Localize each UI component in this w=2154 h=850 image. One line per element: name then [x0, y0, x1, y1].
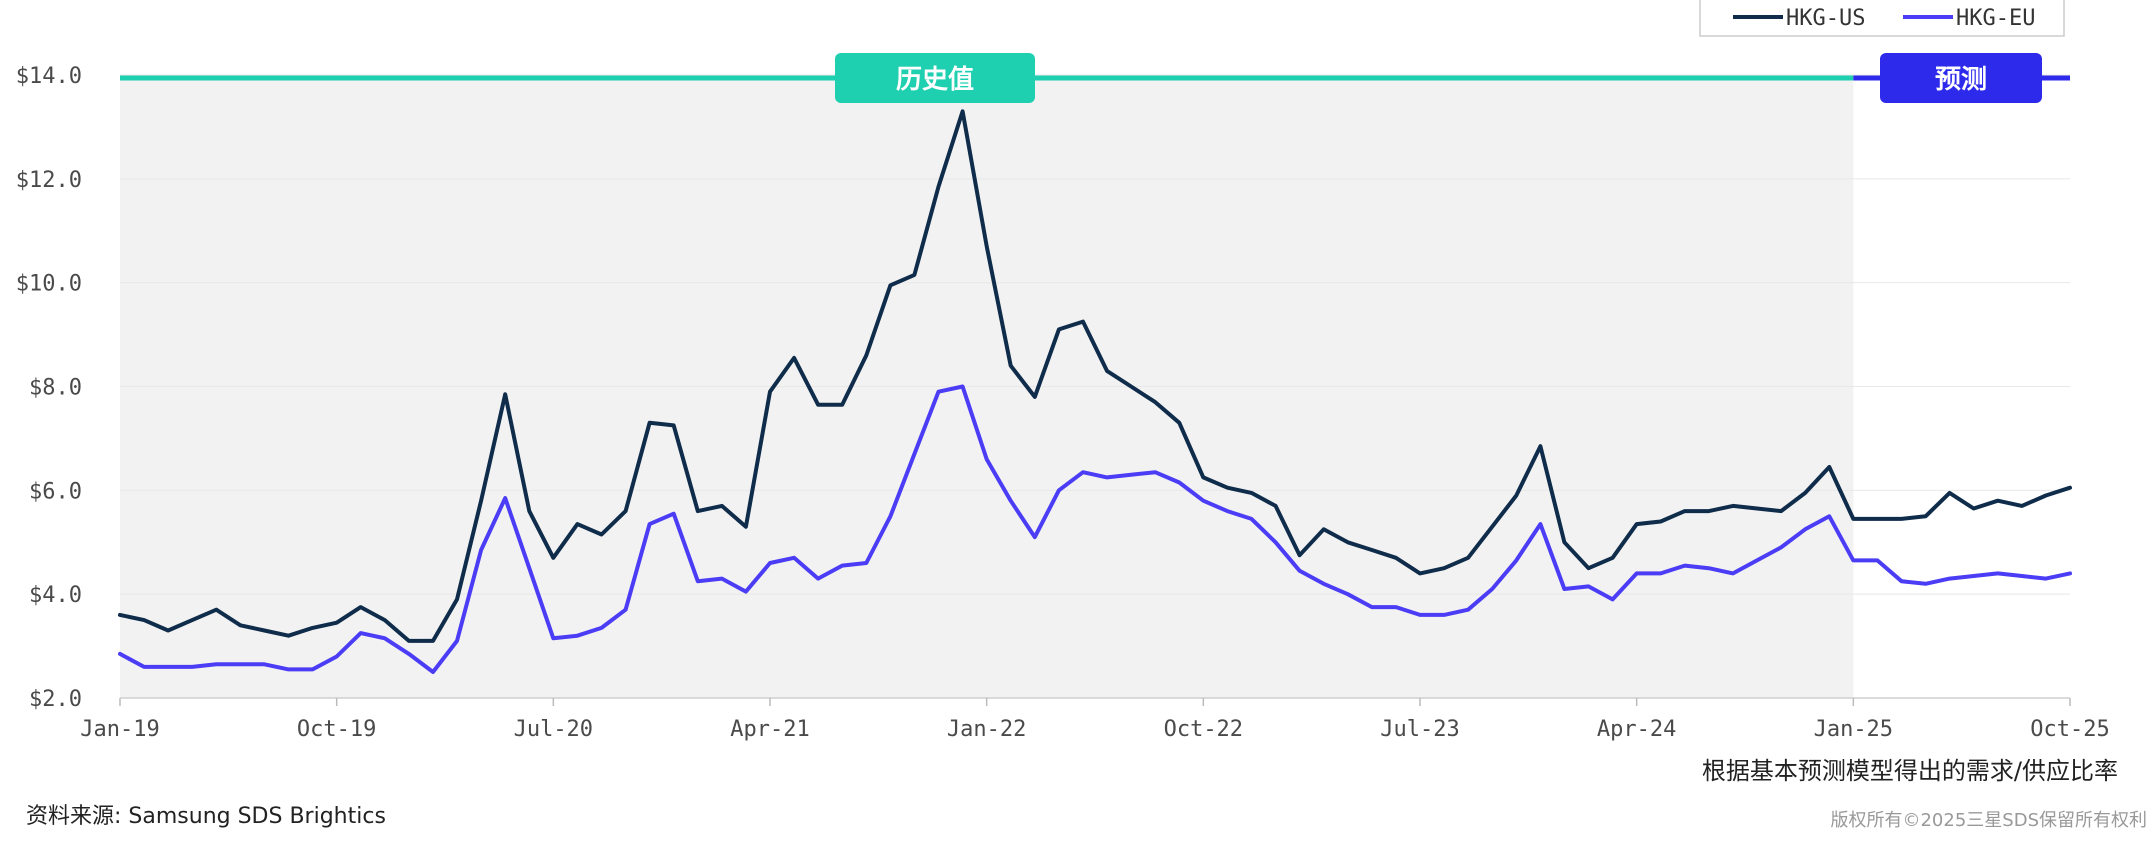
x-axis: Jan-19 Oct-19 Jul-20 Apr-21 Jan-22 Oct-22 Jul-…	[80, 697, 2110, 742]
x-tick-label: Oct-19	[297, 717, 376, 742]
x-tick-label: Apr-24	[1597, 717, 1676, 742]
x-tick-label: Apr-21	[730, 717, 809, 742]
source-note: 资料来源: Samsung SDS Brightics	[26, 804, 386, 829]
y-tick-label: $14.0	[16, 64, 82, 89]
y-tick-label: $8.0	[29, 376, 82, 401]
x-tick-label: Oct-25	[2030, 717, 2109, 742]
historical-badge	[835, 53, 1035, 103]
y-tick-label: $6.0	[29, 479, 82, 504]
x-tick-label: Oct-22	[1164, 717, 1243, 742]
legend-label-hkg-eu: HKG-EU	[1956, 6, 2035, 31]
copyright-note: 版权所有©2025三星SDS保留所有权利	[1830, 810, 2147, 831]
y-tick-label: $10.0	[16, 272, 82, 297]
x-tick-label: Jul-20	[514, 717, 593, 742]
series-line-hkg-us	[118, 109, 2072, 643]
forecast-badge-label: 预测	[1935, 65, 1987, 95]
legend-label-hkg-us: HKG-US	[1786, 6, 1865, 31]
x-tick-label: Jan-19	[80, 717, 159, 742]
legend: HKG-US HKG-EU	[1699, 0, 2065, 37]
y-tick-label: $12.0	[16, 168, 82, 193]
y-tick-label: $2.0	[29, 687, 82, 712]
chart-subtitle: 根据基本预测模型得出的需求/供应比率	[1701, 757, 2118, 785]
series-line-hkg-eu	[118, 384, 2072, 674]
x-tick-label: Jul-23	[1380, 717, 1459, 742]
y-tick-label: $4.0	[29, 583, 82, 608]
y-axis: $2.0 $4.0 $6.0 $8.0 $10.0 $12.0 $14.0	[16, 64, 82, 712]
x-tick-label: Jan-25	[1814, 717, 1893, 742]
historical-badge-label: 历史值	[896, 65, 974, 95]
x-tick-label: Jan-22	[947, 717, 1026, 742]
forecast-badge	[1880, 53, 2042, 103]
series-lines	[118, 109, 2072, 674]
